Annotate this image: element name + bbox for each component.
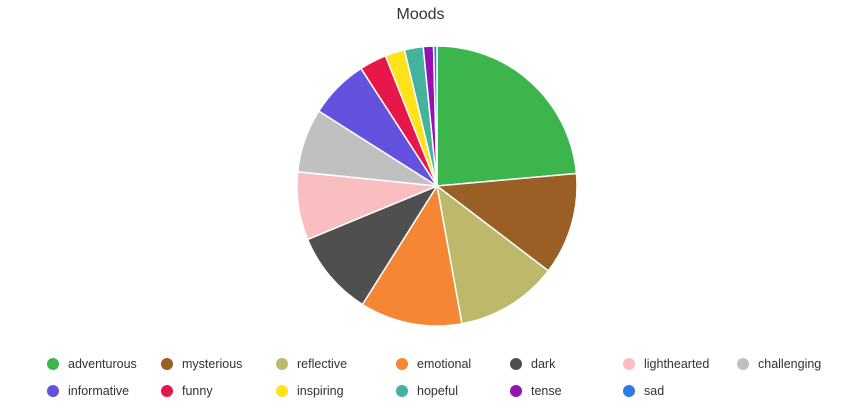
pie-slice-emotional[interactable]: [361, 183, 463, 327]
legend-swatch-emotional: [396, 358, 408, 370]
legend-label-funny: funny: [182, 384, 213, 398]
legend-item-funny[interactable]: funny: [161, 381, 213, 401]
legend-swatch-mysterious: [161, 358, 173, 370]
legend-swatch-hopeful: [396, 385, 408, 397]
legend-item-dark[interactable]: dark: [510, 354, 555, 374]
pie-slice-reflective[interactable]: [435, 184, 550, 325]
legend-label-tense: tense: [531, 384, 562, 398]
legend-swatch-reflective: [276, 358, 288, 370]
legend-swatch-tense: [510, 385, 522, 397]
legend-item-lighthearted[interactable]: lighthearted: [623, 354, 709, 374]
pie-slice-sad[interactable]: [432, 45, 438, 187]
legend-item-sad[interactable]: sad: [623, 381, 664, 401]
legend-swatch-funny: [161, 385, 173, 397]
pie-slice-dark[interactable]: [306, 184, 439, 306]
legend-item-informative[interactable]: informative: [47, 381, 129, 401]
pie-slice-mysterious[interactable]: [435, 172, 578, 272]
legend-item-adventurous[interactable]: adventurous: [47, 354, 137, 374]
legend-swatch-challenging: [737, 358, 749, 370]
legend-label-adventurous: adventurous: [68, 357, 137, 371]
legend-label-hopeful: hopeful: [417, 384, 459, 398]
legend-label-emotional: emotional: [417, 357, 472, 371]
chart-title: Moods: [396, 6, 445, 23]
legend-swatch-inspiring: [276, 385, 288, 397]
legend-item-tense[interactable]: tense: [510, 381, 562, 401]
legend-item-hopeful[interactable]: hopeful: [396, 381, 458, 401]
legend-swatch-informative: [47, 385, 59, 397]
pie-slice-adventurous[interactable]: [436, 45, 578, 187]
legend-swatch-adventurous: [47, 358, 59, 370]
pie-slices: [296, 45, 578, 327]
legend-label-challenging: challenging: [758, 357, 822, 371]
legend-swatch-lighthearted: [623, 358, 635, 370]
legend-label-inspiring: inspiring: [297, 384, 344, 398]
legend-label-reflective: reflective: [297, 357, 348, 371]
legend-item-inspiring[interactable]: inspiring: [276, 381, 344, 401]
legend-swatch-sad: [623, 385, 635, 397]
legend-item-emotional[interactable]: emotional: [396, 354, 471, 374]
legend-item-challenging[interactable]: challenging: [737, 354, 821, 374]
legend-item-mysterious[interactable]: mysterious: [161, 354, 242, 374]
legend-item-reflective[interactable]: reflective: [276, 354, 347, 374]
legend-label-mysterious: mysterious: [182, 357, 243, 371]
pie-chart: [296, 45, 578, 327]
legend-label-lighthearted: lighthearted: [644, 357, 710, 371]
legend-swatch-dark: [510, 358, 522, 370]
legend-label-informative: informative: [68, 384, 130, 398]
legend-label-dark: dark: [531, 357, 556, 371]
legend-label-sad: sad: [644, 384, 665, 398]
